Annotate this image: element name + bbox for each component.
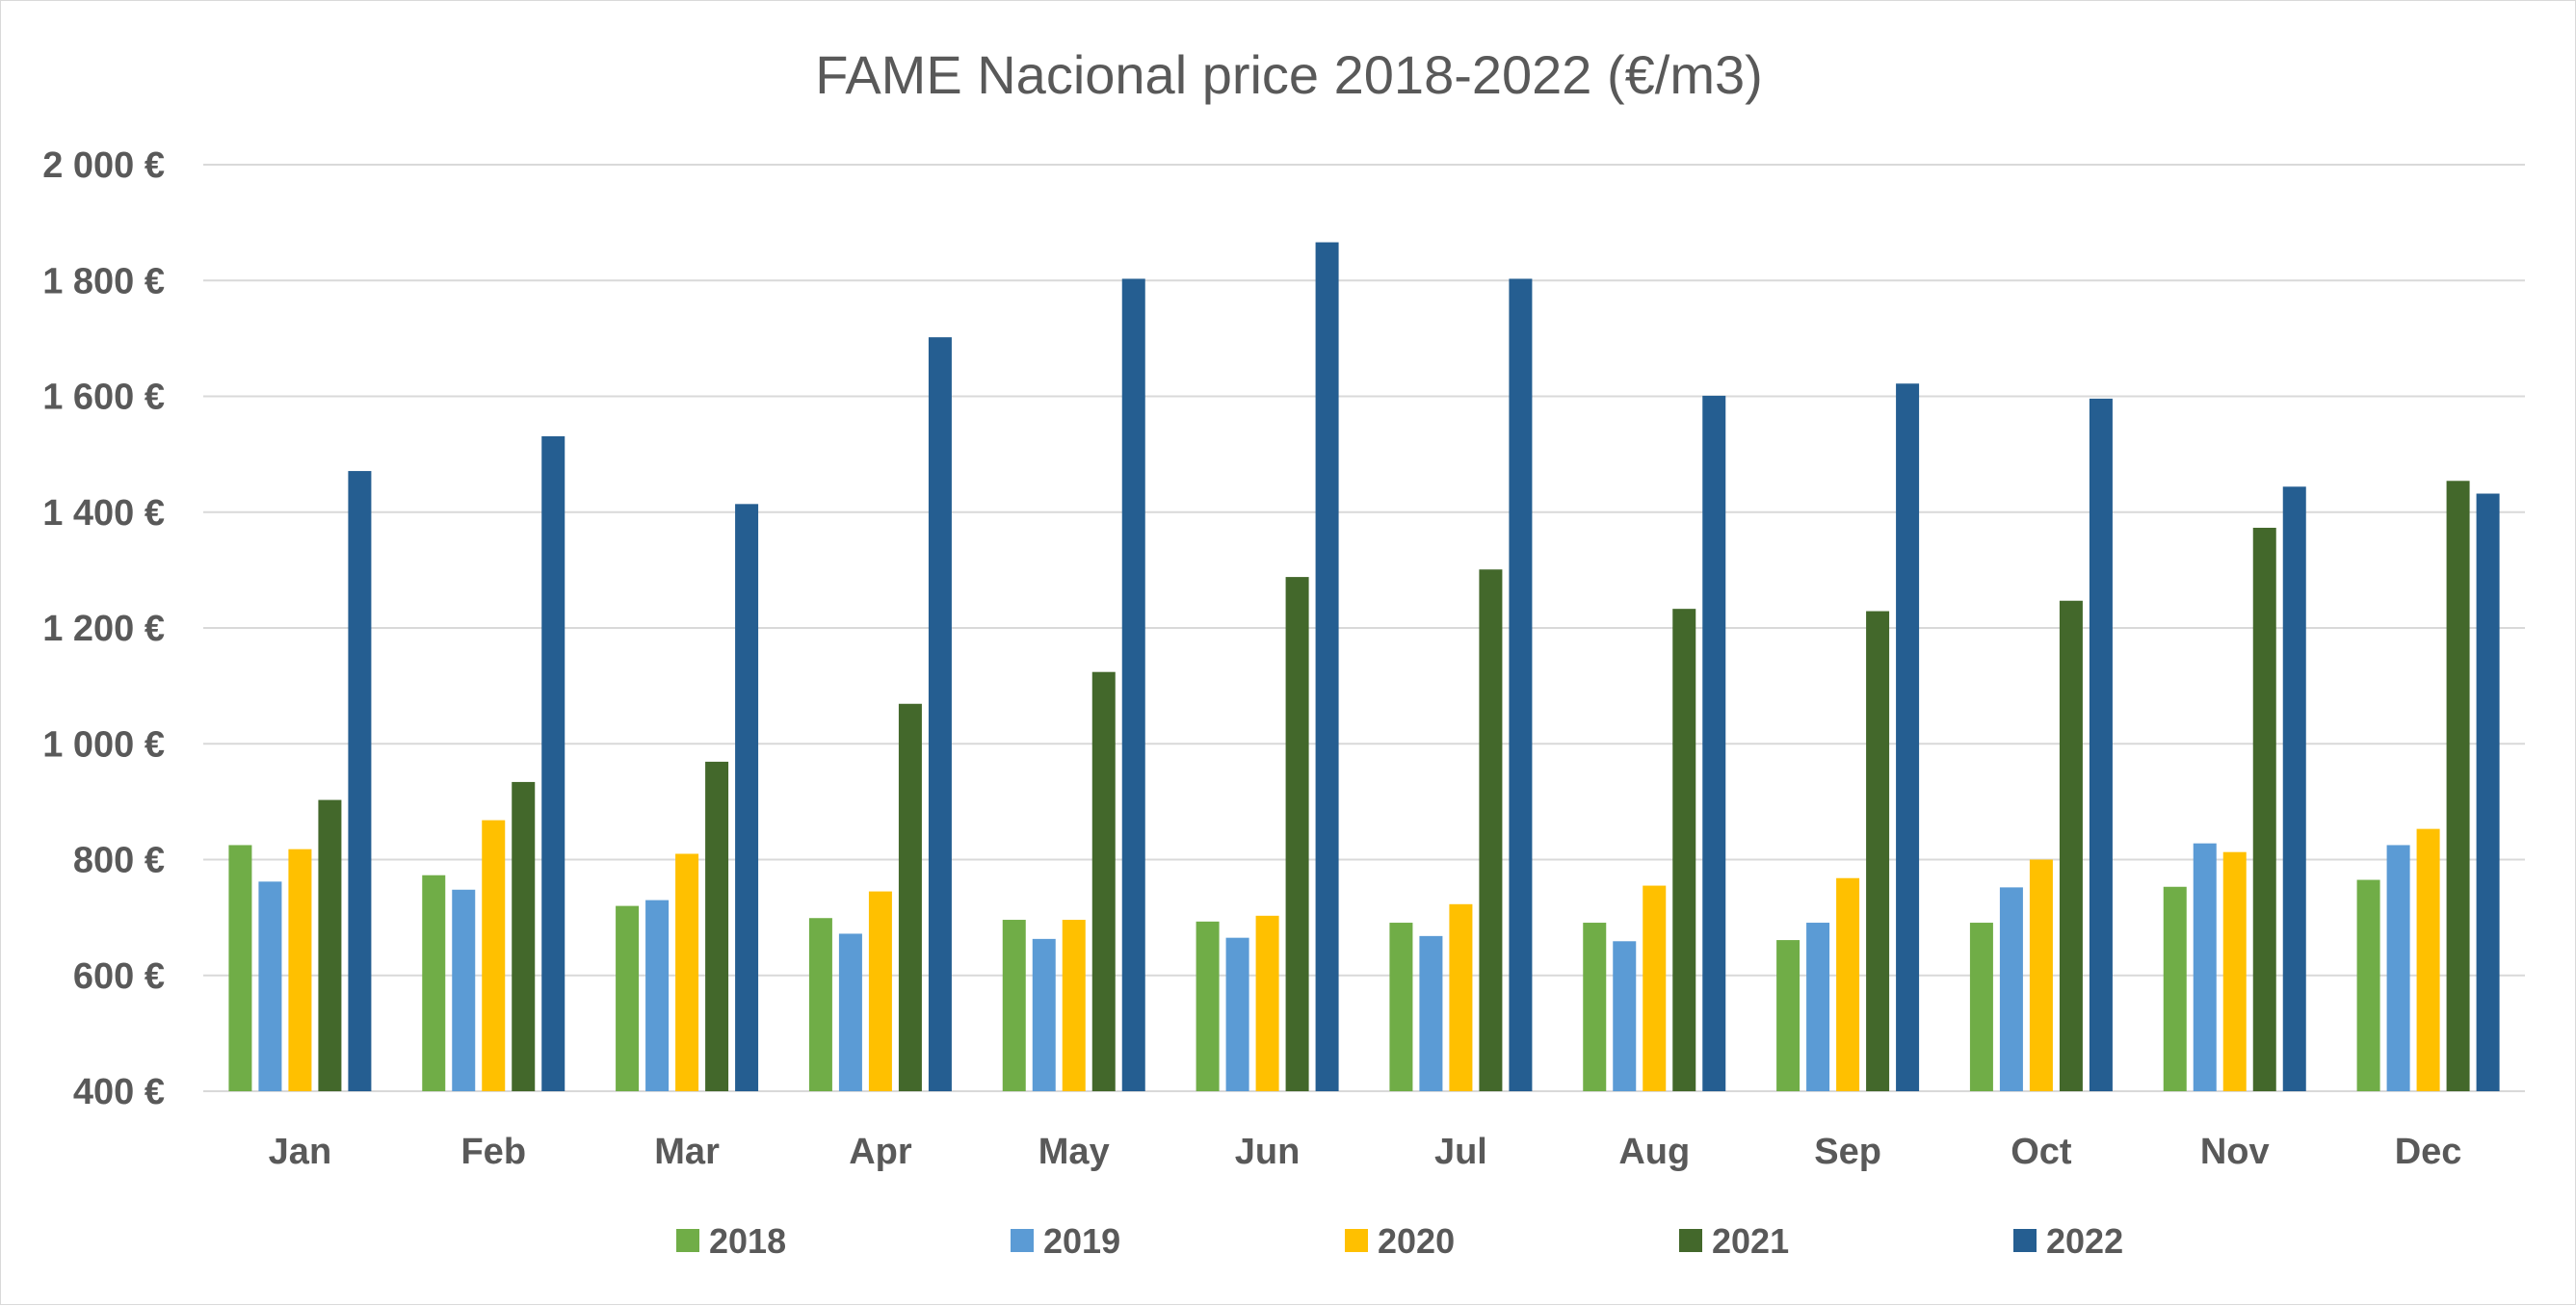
bar-2022-feb (541, 435, 565, 1092)
bar-2020-jun (1255, 915, 1279, 1091)
bar-2018-dec (2356, 879, 2380, 1091)
x-tick-label-mar: Mar (654, 1132, 720, 1172)
bar-2022-dec (2476, 493, 2500, 1091)
bar-2018-oct (1969, 923, 1993, 1091)
x-tick-label-feb: Feb (460, 1132, 526, 1172)
bar-2019-nov (2193, 843, 2217, 1091)
legend-swatch-2018 (676, 1229, 699, 1252)
legend-swatch-2019 (1011, 1229, 1034, 1252)
bar-2021-jul (1479, 569, 1503, 1091)
x-tick-label-jan: Jan (269, 1132, 331, 1172)
y-axis-tick-labels: 400 € 600 € 800 € 1 000 € 1 200 € 1 400 € 1 60… (42, 145, 165, 1112)
y-tick-label: 800 € (73, 841, 165, 881)
bar-2022-aug (1702, 395, 1726, 1091)
bar-2020-jul (1449, 903, 1473, 1091)
bar-2018-jun (1196, 921, 1220, 1091)
bar-2020-dec (2416, 828, 2440, 1091)
bar-2018-aug (1583, 923, 1607, 1091)
y-tick-label: 1 000 € (42, 724, 165, 765)
legend-label-2019: 2019 (1043, 1221, 1120, 1261)
x-tick-label-nov: Nov (2200, 1132, 2270, 1172)
bar-2020-aug (1643, 885, 1667, 1091)
x-tick-label-jun: Jun (1235, 1132, 1301, 1172)
bar-2021-aug (1672, 609, 1696, 1091)
bar-2020-nov (2222, 851, 2247, 1091)
bar-2021-jan (318, 799, 342, 1091)
bar-2021-jun (1285, 577, 1309, 1091)
x-axis-tick-labels: Jan Feb Mar Apr May Jun Jul Aug Sep Oct Nov Dec (269, 1132, 2462, 1172)
bar-2022-jun (1315, 242, 1339, 1091)
bar-2022-nov (2282, 486, 2306, 1091)
y-tick-label: 600 € (73, 956, 165, 997)
bar-2022-jul (1509, 278, 1533, 1091)
bar-2022-jan (348, 471, 372, 1091)
bar-2019-jan (258, 881, 282, 1091)
bar-2018-apr (808, 918, 832, 1091)
bar-2020-oct (2029, 859, 2053, 1091)
bar-2021-feb (512, 781, 536, 1091)
bar-2019-oct (1999, 887, 2023, 1091)
bar-2022-mar (735, 504, 759, 1091)
legend-label-2018: 2018 (709, 1221, 786, 1261)
bar-2021-oct (2059, 600, 2083, 1091)
x-tick-label-may: May (1038, 1132, 1110, 1172)
bar-2019-jul (1419, 935, 1443, 1091)
bar-2018-jan (228, 845, 252, 1091)
bar-2019-sep (1806, 923, 1830, 1091)
bar-2020-mar (675, 853, 699, 1091)
bar-2022-sep (1896, 383, 1920, 1092)
y-tick-label: 400 € (73, 1072, 165, 1112)
bar-2019-feb (452, 889, 476, 1091)
y-tick-label: 1 400 € (42, 493, 165, 534)
bar-2021-sep (1866, 611, 1890, 1091)
bar-2021-may (1091, 671, 1116, 1091)
x-tick-label-jul: Jul (1434, 1132, 1487, 1172)
bar-2019-aug (1613, 941, 1637, 1091)
bar-2021-nov (2252, 527, 2276, 1091)
legend-swatch-2020 (1345, 1229, 1368, 1252)
bar-2022-may (1121, 278, 1145, 1091)
x-tick-label-apr: Apr (849, 1132, 912, 1172)
x-tick-label-oct: Oct (2011, 1132, 2072, 1172)
bar-2020-apr (868, 891, 892, 1091)
gridlines (203, 164, 2525, 1092)
y-tick-label: 2 000 € (42, 145, 165, 186)
bar-2020-feb (482, 820, 506, 1091)
legend: 2018 2019 2020 2021 2022 (676, 1221, 2123, 1261)
bar-2019-mar (645, 900, 670, 1091)
legend-swatch-2022 (2013, 1229, 2037, 1252)
x-tick-label-aug: Aug (1618, 1132, 1690, 1172)
bar-2019-jun (1225, 937, 1249, 1091)
bar-2020-sep (1836, 877, 1860, 1091)
y-tick-label: 1 600 € (42, 378, 165, 418)
x-tick-label-sep: Sep (1814, 1132, 1881, 1172)
bar-2019-dec (2386, 845, 2410, 1091)
bar-2021-dec (2446, 481, 2470, 1092)
chart-title: FAME Nacional price 2018-2022 (€/m3) (815, 44, 1763, 105)
legend-label-2022: 2022 (2046, 1221, 2123, 1261)
y-tick-label: 1 200 € (42, 609, 165, 649)
legend-label-2020: 2020 (1378, 1221, 1455, 1261)
x-tick-label-dec: Dec (2395, 1132, 2462, 1172)
legend-swatch-2021 (1679, 1229, 1702, 1252)
bar-2020-may (1062, 920, 1086, 1091)
bar-2019-may (1032, 938, 1056, 1091)
bar-2018-nov (2163, 886, 2187, 1091)
bar-2020-jan (288, 849, 312, 1091)
bar-2018-sep (1776, 940, 1801, 1091)
bar-2021-apr (898, 703, 922, 1091)
bar-2018-feb (422, 875, 446, 1091)
bar-2019-apr (838, 933, 862, 1091)
bar-2022-oct (2089, 398, 2113, 1091)
bar-2018-jul (1389, 923, 1413, 1091)
y-tick-label: 1 800 € (42, 261, 165, 301)
legend-label-2021: 2021 (1712, 1221, 1789, 1261)
bar-2021-mar (705, 761, 729, 1091)
bars (228, 242, 2500, 1092)
bar-2022-apr (928, 337, 952, 1091)
bar-2018-mar (616, 905, 640, 1091)
bar-2018-may (1002, 920, 1026, 1091)
